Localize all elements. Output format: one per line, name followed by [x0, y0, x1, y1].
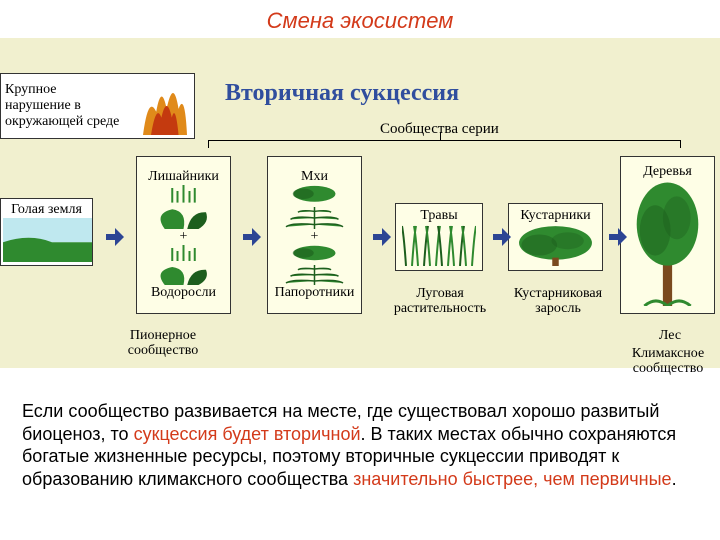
plus-label: +	[180, 229, 188, 244]
disturbance-line1: Крупное	[5, 82, 119, 98]
stage-label: Травы	[420, 208, 457, 224]
stage-moss: Мхи +	[267, 156, 362, 314]
stage-label-bottom: Папоротники	[275, 285, 355, 301]
stage-shrub: Кустарники	[508, 203, 603, 271]
fire-icon	[138, 77, 190, 135]
bracket-line	[208, 140, 680, 141]
arrow-icon	[493, 228, 511, 251]
arrow-icon	[373, 228, 391, 251]
stage-label-bottom: Водоросли	[151, 285, 216, 301]
bracket-line	[680, 140, 681, 148]
shrub-icon	[515, 224, 596, 266]
lichen-algae-icon-2	[146, 245, 221, 285]
bottom-label: Пионерноесообщество	[108, 328, 218, 359]
stage-bare: Голая земля	[0, 198, 93, 266]
page-title: Смена экосистем	[0, 0, 720, 38]
moss-fern-icon	[277, 185, 352, 229]
disturbance-box: Крупное нарушение в окружающей среде	[0, 73, 195, 139]
stage-lichens: Лишайники +	[136, 156, 231, 314]
grass-icon	[402, 224, 476, 266]
stage-grass: Травы	[395, 203, 483, 271]
stage-label: Кустарники	[520, 208, 590, 224]
arrow-icon	[106, 228, 124, 251]
tree-icon	[629, 180, 706, 306]
stage-label: Мхи	[301, 169, 328, 185]
arrow-icon	[243, 228, 261, 251]
stage-tree: Деревья	[620, 156, 715, 314]
body-text-span: значительно быстрее, чем первичные	[353, 469, 671, 489]
moss-fern-icon-2	[277, 245, 352, 285]
bottom-label: Лес	[650, 328, 690, 343]
body-text-span: .	[672, 469, 677, 489]
lichen-algae-icon	[146, 185, 221, 229]
disturbance-line2: нарушение в	[5, 98, 119, 114]
stage-label: Лишайники	[148, 169, 219, 185]
arrow-icon	[609, 228, 627, 251]
bracket-line	[440, 132, 441, 140]
bare-earth-icon	[3, 218, 90, 262]
body-text: Если сообщество развивается на месте, гд…	[22, 400, 698, 490]
stage-label: Голая земля	[11, 202, 82, 218]
bottom-label: Климаксноесообщество	[618, 346, 718, 377]
bottom-label: Луговаярастительность	[376, 286, 504, 317]
succession-diagram: Вторичная сукцессияСообщества серии Круп…	[0, 38, 720, 368]
body-text-span: сукцессия будет вторичной	[134, 424, 361, 444]
stage-label: Деревья	[643, 164, 692, 180]
bracket-line	[208, 140, 209, 148]
disturbance-line3: окружающей среде	[5, 114, 119, 130]
bottom-label: Кустарниковаязаросль	[502, 286, 614, 317]
plus-label: +	[311, 229, 319, 244]
diagram-title: Вторичная сукцессия	[225, 80, 459, 107]
